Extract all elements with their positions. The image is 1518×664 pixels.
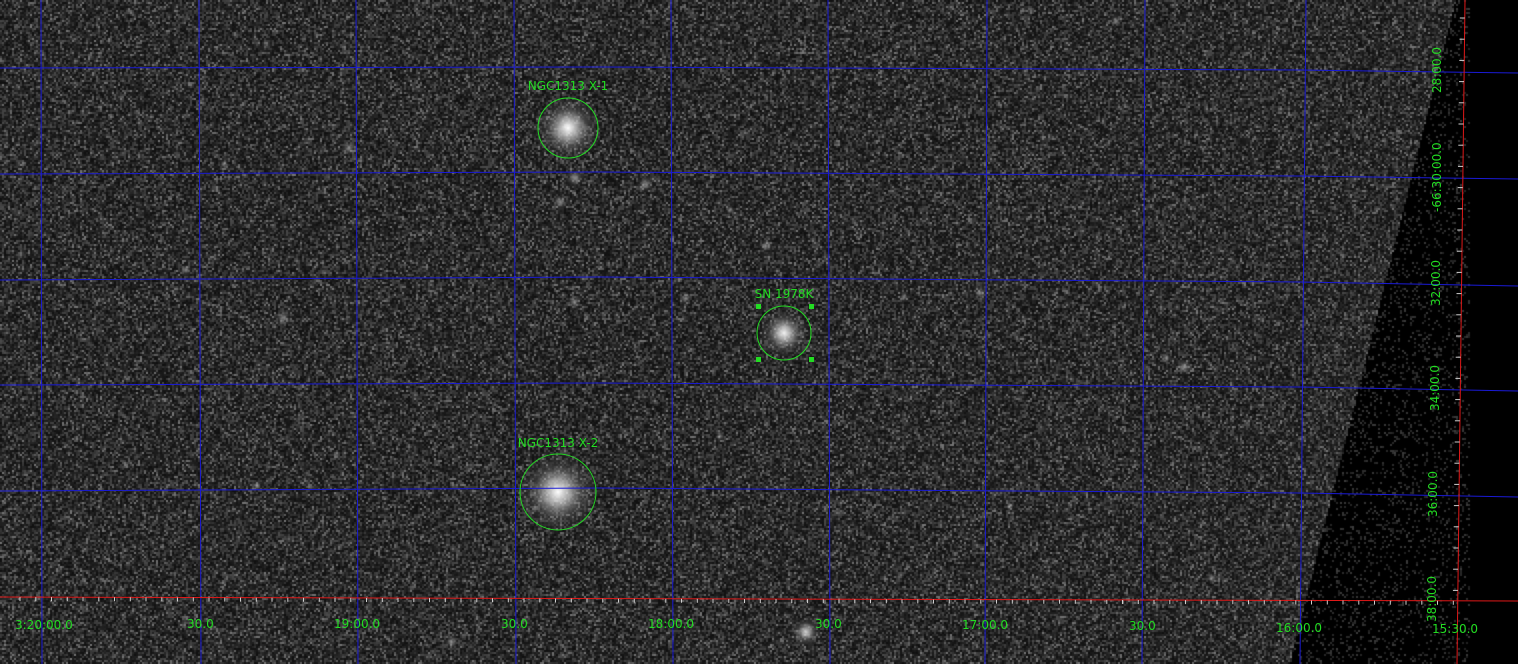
dec-axis-labels: 28:00.0 -66:30:00.0 32:00.0 34:00.0 36:0… — [1425, 47, 1444, 622]
ra-label: 17:00.0 — [962, 618, 1008, 632]
grid-line-ra — [827, 0, 831, 664]
ra-label: 18:00.0 — [648, 617, 694, 631]
grid-line-ra — [513, 0, 517, 664]
ra-label: 30.0 — [1129, 619, 1156, 633]
region-label: NGC1313 X-1 — [528, 79, 609, 93]
grid-line-ra — [198, 0, 202, 664]
grid-line-ra — [1299, 0, 1307, 664]
grid-line-ra — [984, 0, 988, 664]
dec-label: 34:00.0 — [1428, 365, 1442, 411]
grid-line-dec — [0, 276, 1518, 287]
ra-axis — [0, 596, 1518, 602]
resize-handle[interactable] — [756, 357, 761, 362]
dec-tick-marks — [1452, 17, 1465, 591]
grid-line-dec — [0, 66, 1518, 74]
ra-tick-marks — [19, 597, 1454, 605]
grid-line-ra — [1141, 0, 1146, 664]
ra-label: 19:00.0 — [334, 617, 380, 631]
ra-label: 3:20:00.0 — [15, 618, 73, 632]
region-circle[interactable] — [519, 453, 597, 531]
region-sn-1978k[interactable]: SN 1978K — [755, 287, 815, 362]
ra-label: 30.0 — [501, 617, 528, 631]
region-label: SN 1978K — [755, 287, 815, 301]
grid-line-ra — [355, 0, 359, 664]
ra-label: 16:00.0 — [1276, 621, 1322, 635]
dec-axis — [1456, 0, 1466, 664]
resize-handle[interactable] — [809, 357, 814, 362]
resize-handle[interactable] — [756, 304, 761, 309]
ra-axis-labels: 3:20:00.0 30.0 19:00.0 30.0 18:00.0 30.0… — [15, 617, 1478, 636]
grid-line-ra — [670, 0, 674, 664]
ra-label: 30.0 — [187, 617, 214, 631]
dec-label: 36:00.0 — [1426, 471, 1440, 517]
dec-label: 28:00.0 — [1430, 47, 1444, 93]
grid-line-dec — [0, 487, 1518, 498]
region-ngc1313-x2[interactable]: NGC1313 X-2 — [518, 436, 599, 531]
region-ngc1313-x1[interactable]: NGC1313 X-1 — [528, 79, 609, 159]
ra-label: 30.0 — [815, 617, 842, 631]
region-circle[interactable] — [537, 97, 599, 159]
grid-line-ra — [40, 0, 43, 664]
grid-line-dec — [0, 171, 1518, 180]
ra-label: 15:30.0 — [1432, 622, 1478, 636]
region-circle[interactable] — [756, 305, 812, 361]
region-label: NGC1313 X-2 — [518, 436, 599, 450]
grid-line-dec — [0, 382, 1518, 392]
dec-label: 38:00.0 — [1425, 576, 1439, 622]
dec-label: 32:00.0 — [1429, 260, 1443, 306]
resize-handle[interactable] — [809, 304, 814, 309]
dec-label: -66:30:00.0 — [1430, 142, 1444, 212]
